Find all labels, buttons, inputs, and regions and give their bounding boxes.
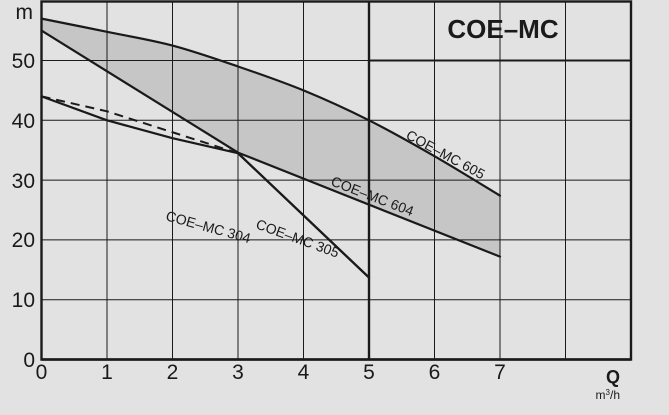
svg-text:4: 4 xyxy=(298,361,310,384)
svg-text:3: 3 xyxy=(232,361,244,384)
svg-text:20: 20 xyxy=(12,229,35,252)
svg-text:5: 5 xyxy=(363,361,375,384)
svg-text:6: 6 xyxy=(429,361,441,384)
svg-text:0: 0 xyxy=(23,349,35,372)
svg-text:0: 0 xyxy=(36,361,48,384)
svg-text:1: 1 xyxy=(101,361,113,384)
svg-text:10: 10 xyxy=(12,289,35,312)
svg-text:50: 50 xyxy=(12,50,35,73)
svg-text:40: 40 xyxy=(12,110,35,133)
svg-text:30: 30 xyxy=(12,170,35,193)
svg-text:7: 7 xyxy=(494,361,506,384)
svg-text:m: m xyxy=(16,1,34,24)
svg-text:COE–MC: COE–MC xyxy=(447,14,558,44)
svg-text:2: 2 xyxy=(167,361,179,384)
svg-text:Q: Q xyxy=(606,367,620,387)
